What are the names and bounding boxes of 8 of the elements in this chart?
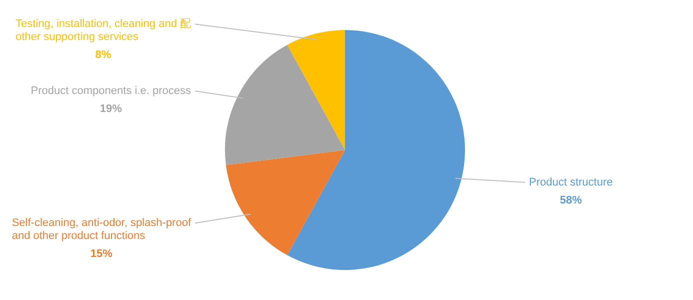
data-label: 58% xyxy=(560,194,582,206)
data-label: 8% xyxy=(95,49,112,62)
data-label: 15% xyxy=(90,248,113,260)
slice-label: Testing, installation, cleaning and 配 other supporting services xyxy=(16,18,192,44)
slice-label: Self-cleaning, anti-odor, splash-proof and other product functions xyxy=(12,217,192,242)
data-label: 19% xyxy=(100,103,122,116)
slice-label: Product structure xyxy=(529,176,613,188)
slice-label: Product components i.e. process xyxy=(30,85,192,98)
